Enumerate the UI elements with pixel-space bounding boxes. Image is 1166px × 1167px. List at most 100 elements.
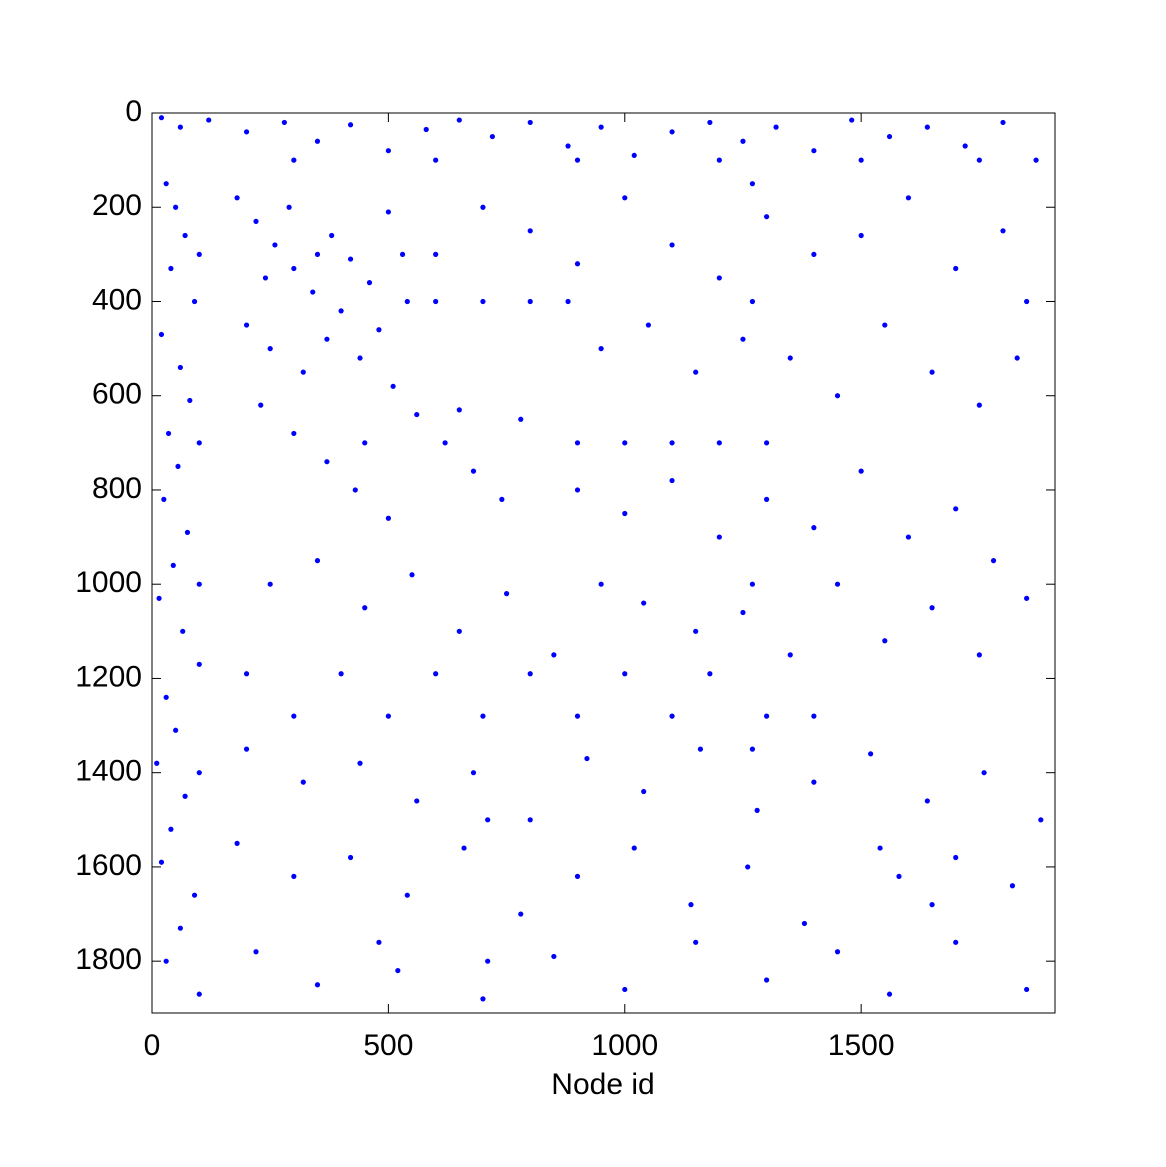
point [527, 817, 533, 823]
point [896, 873, 902, 879]
point [485, 817, 491, 823]
point [456, 407, 462, 413]
point [622, 671, 628, 677]
point [357, 760, 363, 766]
point [645, 322, 652, 328]
point [154, 760, 160, 766]
point [834, 581, 841, 587]
point [324, 336, 330, 342]
point [858, 232, 864, 239]
point [868, 751, 874, 757]
point [158, 331, 165, 338]
point [1024, 298, 1030, 305]
point [787, 652, 793, 658]
point [764, 496, 770, 502]
point [953, 939, 959, 945]
point [707, 671, 713, 677]
point [324, 459, 330, 465]
point [764, 440, 770, 446]
point [362, 440, 368, 446]
point [409, 572, 415, 578]
point [584, 755, 590, 762]
point [357, 355, 363, 361]
point [716, 440, 722, 446]
point [414, 798, 420, 804]
point [191, 892, 198, 898]
point [877, 845, 883, 851]
point [180, 628, 186, 634]
point [953, 506, 959, 512]
point [243, 671, 250, 677]
point [669, 440, 675, 446]
point [156, 595, 162, 601]
y-tick-label: 1200 [75, 660, 142, 693]
point [196, 661, 202, 667]
point [574, 261, 581, 267]
point [376, 939, 382, 945]
point [740, 138, 746, 144]
point [1024, 595, 1030, 601]
point [338, 308, 344, 314]
point [1033, 157, 1039, 163]
point [187, 397, 193, 404]
point [291, 157, 297, 163]
point [622, 986, 628, 993]
point [352, 487, 358, 493]
point [404, 892, 410, 898]
point [272, 242, 278, 248]
point [366, 280, 373, 286]
point [182, 232, 188, 239]
point [716, 534, 722, 540]
point [168, 265, 174, 272]
point [163, 958, 169, 964]
x-tick-label: 500 [363, 1029, 413, 1062]
point [253, 218, 259, 224]
point [834, 949, 841, 955]
point [565, 143, 571, 149]
point [976, 402, 982, 408]
point [953, 854, 959, 861]
point [314, 558, 321, 564]
point [395, 967, 401, 974]
point [390, 383, 396, 389]
point [314, 982, 321, 988]
point [598, 346, 604, 352]
point [173, 204, 179, 210]
point [310, 289, 316, 295]
point [291, 713, 297, 719]
point [182, 793, 188, 799]
point [291, 873, 297, 879]
point [527, 671, 533, 677]
point [480, 996, 486, 1002]
point [834, 393, 841, 399]
point [177, 124, 183, 130]
point [849, 117, 855, 123]
point [267, 346, 273, 352]
point [470, 770, 477, 776]
point [347, 854, 354, 861]
point [527, 228, 533, 234]
point [598, 581, 604, 587]
point [461, 845, 467, 851]
point [693, 628, 699, 634]
point [764, 713, 770, 719]
point [158, 115, 165, 121]
point [981, 770, 987, 776]
point [489, 133, 495, 140]
point [286, 204, 292, 210]
point [1009, 883, 1016, 889]
point [882, 638, 888, 644]
point [470, 468, 477, 474]
point [456, 117, 462, 123]
point [858, 157, 864, 163]
y-tick-label: 0 [125, 95, 142, 128]
point [641, 788, 647, 795]
point [811, 713, 817, 719]
y-tick-label: 1000 [75, 566, 142, 599]
point [811, 525, 817, 531]
point [669, 242, 675, 248]
point [234, 195, 240, 201]
point [499, 496, 505, 502]
point [801, 920, 808, 927]
point [234, 840, 240, 846]
